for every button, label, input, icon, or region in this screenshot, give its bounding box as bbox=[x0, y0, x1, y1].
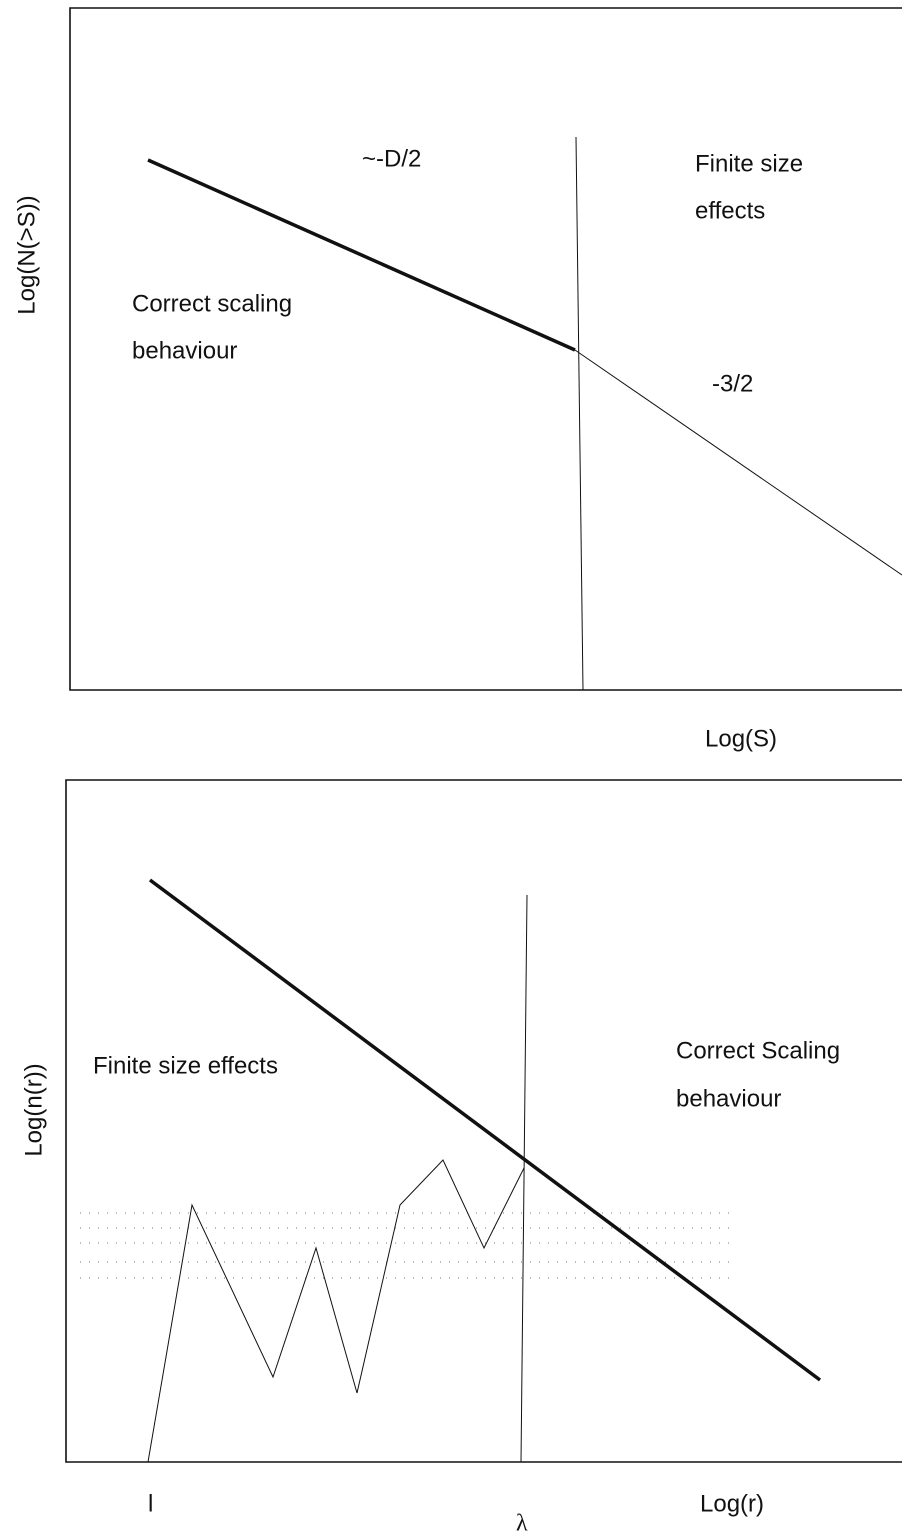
frame bbox=[65, 779, 902, 1463]
annotation: ~-D/2 bbox=[362, 145, 421, 172]
bottom-panel: Log(n(r)) Finite size effects Correct Sc… bbox=[20, 779, 902, 1535]
scaling-line bbox=[147, 158, 576, 352]
top-panel: Log(N(>S)) ~-D/2 Finite size effects Cor… bbox=[13, 7, 902, 752]
y-label: Log(n(r)) bbox=[20, 1063, 47, 1156]
x-mark: l bbox=[148, 1490, 153, 1517]
divider bbox=[520, 894, 528, 1463]
annotation: -3/2 bbox=[712, 370, 753, 397]
annotation: Correct Scaling bbox=[676, 1037, 840, 1064]
finite-line bbox=[574, 349, 902, 576]
x-label: Log(r) bbox=[700, 1490, 764, 1517]
annotation: Finite size effects bbox=[93, 1052, 278, 1079]
divider bbox=[575, 136, 584, 691]
annotation: Finite size bbox=[695, 150, 803, 177]
annotation: behaviour bbox=[132, 337, 237, 364]
y-label: Log(N(>S)) bbox=[13, 195, 40, 314]
frame bbox=[69, 7, 902, 691]
x-label: Log(S) bbox=[705, 725, 777, 752]
annotation: Correct scaling bbox=[132, 290, 292, 317]
x-mark: λ bbox=[516, 1511, 528, 1535]
zigzag-line bbox=[147, 1159, 525, 1463]
scaling-line bbox=[148, 878, 822, 1382]
annotation: effects bbox=[695, 197, 765, 224]
annotation: behaviour bbox=[676, 1085, 781, 1112]
